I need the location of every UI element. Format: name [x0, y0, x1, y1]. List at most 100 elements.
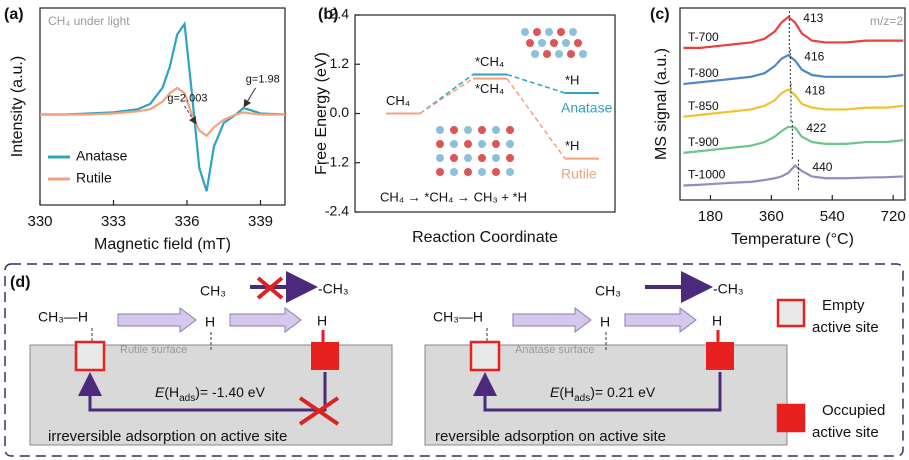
- annotation: m/z=2: [870, 14, 903, 28]
- peak-label: 418: [805, 84, 825, 98]
- x-axis-title: Temperature (°C): [731, 231, 854, 248]
- figure: (d) CH₃—HCH₃HH-CH₃Rutile surfaceE(Hads)=…: [0, 0, 909, 460]
- lattice-atom: [506, 140, 514, 148]
- occupied-site: [311, 342, 339, 370]
- equation: CH₄ → *CH₄ → CH₃ + *H: [380, 189, 527, 204]
- energy-part: )= 0.21 eV: [590, 384, 656, 400]
- lattice-atom: [436, 126, 444, 134]
- lattice-atom: [436, 154, 444, 162]
- connector: [507, 75, 565, 93]
- surface-label: Anatase surface: [515, 344, 595, 356]
- lattice-atom: [464, 126, 472, 134]
- x-tick-label: 330: [27, 213, 52, 230]
- lattice-atom: [574, 39, 582, 47]
- connector: [420, 79, 473, 114]
- lattice-atom: [478, 168, 486, 176]
- energy-part: (H: [164, 384, 179, 400]
- level-label: *CH₄: [475, 54, 504, 69]
- y-tick-label: 0.0: [330, 104, 350, 120]
- lattice-atom: [531, 50, 539, 58]
- x-tick-label: 540: [820, 208, 845, 225]
- lattice-atom: [450, 154, 458, 162]
- molecule: CH₃—H: [38, 309, 88, 325]
- molecule: CH₃—H: [433, 309, 483, 325]
- lattice-atom: [492, 126, 500, 134]
- panel-label: (c): [650, 6, 670, 23]
- lattice-atom: [506, 126, 514, 134]
- level-label: *CH₄: [475, 81, 504, 96]
- x-tick-label: 180: [698, 208, 723, 225]
- series-label: T-800: [688, 66, 719, 80]
- x-tick-label: 336: [174, 213, 199, 230]
- occupied-site: [706, 342, 734, 370]
- lattice-atom: [464, 168, 472, 176]
- lattice-atom: [464, 140, 472, 148]
- step-arrow: [625, 308, 696, 332]
- legend-empty: [778, 300, 804, 326]
- x-axis-title: Reaction Coordinate: [412, 229, 558, 246]
- y-axis-title: Free Energy (eV): [313, 52, 330, 175]
- y-tick-label: 1.2: [330, 55, 350, 71]
- x-axis-title: Magnetic field (mT): [94, 236, 231, 253]
- level-label: *H: [565, 138, 579, 153]
- lattice-atom: [450, 126, 458, 134]
- legend-label: active site: [812, 319, 879, 336]
- legend-label: Anatase: [76, 148, 128, 164]
- lattice-atom: [579, 50, 587, 58]
- x-tick-label: 333: [101, 213, 126, 230]
- lattice-atom: [450, 140, 458, 148]
- lattice-atom: [567, 50, 575, 58]
- panel-label: (a): [4, 6, 24, 23]
- surface-label: Rutile surface: [120, 344, 187, 356]
- lattice-atom: [478, 154, 486, 162]
- y-tick-label: -2.4: [325, 203, 349, 219]
- step-arrow: [513, 308, 591, 332]
- product: -CH₃: [318, 281, 349, 297]
- energy-part: (H: [559, 384, 574, 400]
- lattice-atom: [492, 168, 500, 176]
- legend-label: active site: [812, 424, 879, 441]
- energy-part: ads: [179, 393, 195, 404]
- y-axis-title: Intensity (a.u.): [9, 56, 26, 157]
- x-tick-label: 360: [759, 208, 784, 225]
- lattice-atom: [538, 39, 546, 47]
- peak-label: 416: [804, 49, 824, 63]
- lattice-atom: [569, 28, 577, 36]
- lattice-atom: [506, 154, 514, 162]
- series-label: Anatase: [561, 100, 613, 116]
- lattice-atom: [557, 28, 565, 36]
- legend-occupied: [778, 405, 804, 431]
- note-arrow: [245, 88, 256, 106]
- peak-label: 440: [812, 160, 832, 174]
- step-arrow: [230, 308, 301, 332]
- adsorbed-atom: H: [712, 313, 722, 329]
- atom: H: [205, 314, 215, 330]
- series-label: Rutile: [561, 165, 597, 181]
- panel-label: (d): [10, 274, 30, 291]
- series-label: T-700: [688, 30, 719, 44]
- caption: reversible adsorption on active site: [435, 428, 666, 445]
- legend-label: Rutile: [76, 170, 112, 186]
- adsorbed-atom: H: [317, 313, 327, 329]
- empty-site: [76, 342, 104, 370]
- energy-part: )= -1.40 eV: [195, 384, 265, 400]
- peak-label: 413: [803, 11, 823, 25]
- lattice-atom: [450, 168, 458, 176]
- empty-site: [471, 342, 499, 370]
- note: g=1.98: [246, 73, 280, 85]
- lattice-atom: [506, 168, 514, 176]
- panel-label: (b): [318, 6, 338, 23]
- lattice-atom: [555, 50, 563, 58]
- lattice-atom: [478, 126, 486, 134]
- lattice-atom: [464, 154, 472, 162]
- y-axis-title: MS signal (a.u.): [653, 48, 670, 160]
- lattice-atom: [545, 28, 553, 36]
- level-label: *H: [565, 72, 579, 87]
- step-arrow: [118, 308, 196, 332]
- lattice-atom: [436, 140, 444, 148]
- note: g=2.003: [167, 92, 207, 104]
- lattice-atom: [533, 28, 541, 36]
- annotation: CH₄ under light: [48, 14, 130, 28]
- atom: H: [600, 314, 610, 330]
